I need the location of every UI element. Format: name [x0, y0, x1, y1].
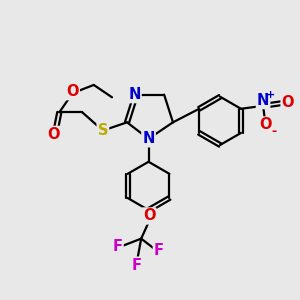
Text: N: N — [128, 87, 141, 102]
Text: N: N — [142, 131, 155, 146]
Text: F: F — [112, 239, 123, 254]
Text: O: O — [282, 95, 294, 110]
Text: S: S — [98, 123, 108, 138]
Text: O: O — [143, 208, 155, 224]
Text: N: N — [257, 93, 269, 108]
Text: O: O — [259, 118, 272, 133]
Text: +: + — [266, 90, 275, 100]
Text: F: F — [132, 258, 142, 273]
Text: O: O — [66, 84, 79, 99]
Text: F: F — [154, 243, 164, 258]
Text: O: O — [47, 127, 60, 142]
Text: -: - — [271, 125, 276, 138]
